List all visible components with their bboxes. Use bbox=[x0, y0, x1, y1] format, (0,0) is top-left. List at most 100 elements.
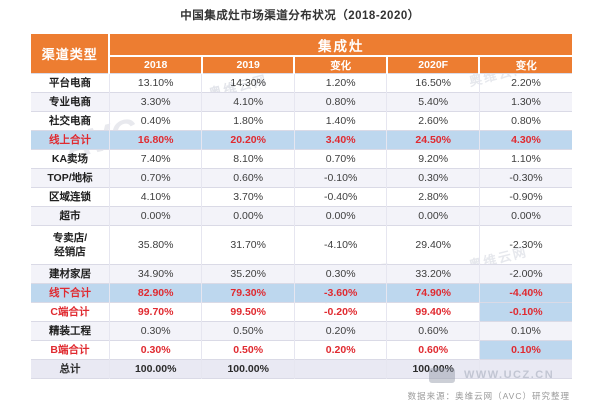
row-label: 建材家居 bbox=[31, 264, 110, 284]
value-cell: 16.50% bbox=[386, 73, 480, 93]
value-cell: -0.20% bbox=[293, 302, 387, 322]
value-cell: -0.90% bbox=[478, 187, 572, 207]
value-cell: 34.90% bbox=[108, 264, 202, 284]
value-cell: 31.70% bbox=[201, 225, 295, 265]
value-cell: 1.30% bbox=[478, 92, 572, 112]
value-cell: 0.00% bbox=[108, 206, 202, 226]
value-cell: 4.10% bbox=[201, 92, 295, 112]
table-row: 总计 100.00% 100.00% 100.00% bbox=[31, 359, 572, 379]
table-row: 超市 0.00% 0.00% 0.00% 0.00% 0.00% bbox=[31, 206, 572, 226]
value-cell: 100.00% bbox=[108, 359, 202, 379]
column-header-change-2: 变化 bbox=[478, 56, 572, 74]
value-cell: 0.10% bbox=[478, 340, 572, 360]
value-cell: 0.00% bbox=[293, 206, 387, 226]
value-cell: 0.30% bbox=[108, 340, 202, 360]
value-cell: 16.80% bbox=[108, 130, 202, 150]
value-cell: 0.30% bbox=[386, 168, 480, 188]
table-row: 专卖店/ 经销店 35.80% 31.70% -4.10% 29.40% -2.30% bbox=[31, 225, 572, 265]
value-cell: 13.10% bbox=[108, 73, 202, 93]
value-cell: 0.40% bbox=[108, 111, 202, 131]
value-cell: 99.70% bbox=[108, 302, 202, 322]
value-cell: 3.40% bbox=[293, 130, 387, 150]
table-row: KA卖场 7.40% 8.10% 0.70% 9.20% 1.10% bbox=[31, 149, 572, 169]
value-cell: 99.40% bbox=[386, 302, 480, 322]
table-row: 社交电商 0.40% 1.80% 1.40% 2.60% 0.80% bbox=[31, 111, 572, 131]
value-cell: 0.60% bbox=[386, 321, 480, 341]
row-label: KA卖场 bbox=[31, 149, 110, 169]
table-row: 精装工程 0.30% 0.50% 0.20% 0.60% 0.10% bbox=[31, 321, 572, 341]
value-cell: 3.30% bbox=[108, 92, 202, 112]
value-cell: 0.30% bbox=[108, 321, 202, 341]
row-label: 超市 bbox=[31, 206, 110, 226]
value-cell: 79.30% bbox=[201, 283, 295, 303]
value-cell: 0.70% bbox=[293, 149, 387, 169]
value-cell: 29.40% bbox=[386, 225, 480, 265]
row-label: 区域连锁 bbox=[31, 187, 110, 207]
value-cell: 100.00% bbox=[386, 359, 480, 379]
corner-header-channel-type: 渠道类型 bbox=[31, 34, 110, 74]
row-label: 精装工程 bbox=[31, 321, 110, 341]
value-cell: 0.00% bbox=[201, 206, 295, 226]
value-cell: 2.60% bbox=[386, 111, 480, 131]
value-cell: 4.30% bbox=[478, 130, 572, 150]
page-title: 中国集成灶市场渠道分布状况（2018-2020） bbox=[180, 10, 420, 22]
table-body: 平台电商 13.10% 14.30% 1.20% 16.50% 2.20% 专业电商 3.30… bbox=[31, 73, 572, 379]
column-header-2018: 2018 bbox=[108, 56, 202, 74]
row-label: 总计 bbox=[31, 359, 110, 379]
value-cell: 82.90% bbox=[108, 283, 202, 303]
value-cell: -2.30% bbox=[478, 225, 572, 265]
row-label: 线上合计 bbox=[31, 130, 110, 150]
column-header-row: 2018 2019 变化 2020F 变化 bbox=[31, 56, 572, 74]
value-cell: 0.60% bbox=[386, 340, 480, 360]
value-cell: 33.20% bbox=[386, 264, 480, 284]
row-label: TOP/地标 bbox=[31, 168, 110, 188]
value-cell: 0.10% bbox=[478, 321, 572, 341]
row-label: C端合计 bbox=[31, 302, 110, 322]
value-cell: 8.10% bbox=[201, 149, 295, 169]
table-row: 平台电商 13.10% 14.30% 1.20% 16.50% 2.20% bbox=[31, 73, 572, 93]
value-cell: 0.70% bbox=[108, 168, 202, 188]
value-cell: 0.00% bbox=[386, 206, 480, 226]
value-cell: 5.40% bbox=[386, 92, 480, 112]
value-cell: 20.20% bbox=[201, 130, 295, 150]
value-cell: -0.10% bbox=[478, 302, 572, 322]
value-cell: -4.40% bbox=[478, 283, 572, 303]
column-header-2020f: 2020F bbox=[385, 56, 480, 74]
value-cell: 0.50% bbox=[201, 340, 295, 360]
value-cell: 0.00% bbox=[478, 206, 572, 226]
value-cell: 14.30% bbox=[201, 73, 295, 93]
table-row: 建材家居 34.90% 35.20% 0.30% 33.20% -2.00% bbox=[31, 264, 572, 284]
row-label: B端合计 bbox=[31, 340, 110, 360]
table-header: 渠道类型 集成灶 2018 2019 变化 2020F 变化 bbox=[31, 34, 572, 74]
table-row: TOP/地标 0.70% 0.60% -0.10% 0.30% -0.30% bbox=[31, 168, 572, 188]
row-label: 平台电商 bbox=[31, 73, 110, 93]
value-cell bbox=[293, 359, 387, 379]
table-row: 专业电商 3.30% 4.10% 0.80% 5.40% 1.30% bbox=[31, 92, 572, 112]
table-row: 线上合计 16.80% 20.20% 3.40% 24.50% 4.30% bbox=[31, 130, 572, 150]
value-cell: 99.50% bbox=[201, 302, 295, 322]
value-cell: 7.40% bbox=[108, 149, 202, 169]
channel-distribution-table: 渠道类型 集成灶 2018 2019 变化 2020F 变化 平台电商 13.10… bbox=[31, 34, 572, 379]
value-cell: 2.80% bbox=[386, 187, 480, 207]
value-cell: 24.50% bbox=[386, 130, 480, 150]
row-label: 专业电商 bbox=[31, 92, 110, 112]
row-label: 社交电商 bbox=[31, 111, 110, 131]
value-cell: 35.20% bbox=[201, 264, 295, 284]
value-cell: -4.10% bbox=[293, 225, 387, 265]
value-cell: -0.30% bbox=[478, 168, 572, 188]
value-cell: 4.10% bbox=[108, 187, 202, 207]
value-cell: 2.20% bbox=[478, 73, 572, 93]
table-row: 线下合计 82.90% 79.30% -3.60% 74.90% -4.40% bbox=[31, 283, 572, 303]
value-cell: -2.00% bbox=[478, 264, 572, 284]
value-cell: 0.60% bbox=[201, 168, 295, 188]
value-cell: 9.20% bbox=[386, 149, 480, 169]
value-cell: 3.70% bbox=[201, 187, 295, 207]
table-row: C端合计 99.70% 99.50% -0.20% 99.40% -0.10% bbox=[31, 302, 572, 322]
row-label: 线下合计 bbox=[31, 283, 110, 303]
value-cell: -0.10% bbox=[293, 168, 387, 188]
value-cell bbox=[478, 359, 572, 379]
table-row: 区域连锁 4.10% 3.70% -0.40% 2.80% -0.90% bbox=[31, 187, 572, 207]
value-cell: 0.80% bbox=[293, 92, 387, 112]
row-label: 专卖店/ 经销店 bbox=[31, 225, 110, 265]
